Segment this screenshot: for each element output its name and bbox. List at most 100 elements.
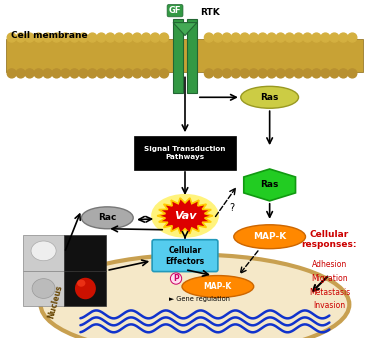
- Circle shape: [330, 33, 339, 42]
- Circle shape: [88, 33, 97, 42]
- Circle shape: [312, 69, 321, 78]
- Text: ?: ?: [229, 203, 234, 213]
- Text: Cellular
responses:: Cellular responses:: [301, 230, 357, 249]
- Circle shape: [348, 69, 357, 78]
- Text: Invasion: Invasion: [313, 301, 345, 311]
- Circle shape: [330, 69, 339, 78]
- Circle shape: [25, 33, 34, 42]
- Circle shape: [294, 69, 303, 78]
- Circle shape: [303, 69, 312, 78]
- Circle shape: [43, 33, 52, 42]
- Circle shape: [79, 33, 88, 42]
- Circle shape: [70, 69, 79, 78]
- Circle shape: [79, 69, 88, 78]
- Circle shape: [258, 33, 267, 42]
- Ellipse shape: [41, 255, 349, 339]
- Circle shape: [213, 69, 223, 78]
- Polygon shape: [244, 169, 296, 201]
- Circle shape: [249, 69, 258, 78]
- Circle shape: [223, 33, 231, 42]
- Circle shape: [52, 33, 61, 42]
- Polygon shape: [173, 23, 197, 36]
- FancyBboxPatch shape: [23, 235, 65, 271]
- Text: Ras: Ras: [261, 180, 279, 190]
- Circle shape: [70, 33, 79, 42]
- Circle shape: [142, 69, 151, 78]
- Ellipse shape: [182, 276, 254, 298]
- Text: Cellular
Effectors: Cellular Effectors: [165, 245, 204, 266]
- Circle shape: [231, 69, 240, 78]
- Ellipse shape: [82, 207, 133, 229]
- Text: Adhesion: Adhesion: [312, 260, 347, 268]
- Text: Cell membrane: Cell membrane: [11, 31, 87, 40]
- Circle shape: [25, 69, 34, 78]
- Circle shape: [321, 69, 330, 78]
- Text: Ras: Ras: [261, 93, 279, 102]
- Circle shape: [61, 33, 70, 42]
- Text: Migration: Migration: [311, 274, 348, 283]
- Circle shape: [160, 69, 169, 78]
- Circle shape: [43, 69, 52, 78]
- Circle shape: [52, 69, 61, 78]
- Circle shape: [240, 33, 249, 42]
- Circle shape: [88, 69, 97, 78]
- Circle shape: [213, 33, 223, 42]
- FancyBboxPatch shape: [6, 39, 363, 73]
- Circle shape: [34, 33, 43, 42]
- Circle shape: [7, 69, 16, 78]
- Ellipse shape: [31, 241, 56, 261]
- FancyBboxPatch shape: [23, 271, 65, 306]
- Ellipse shape: [241, 86, 299, 108]
- Circle shape: [115, 69, 124, 78]
- FancyBboxPatch shape: [173, 19, 183, 93]
- Circle shape: [312, 33, 321, 42]
- Circle shape: [231, 33, 240, 42]
- Text: P: P: [173, 274, 179, 283]
- Circle shape: [106, 33, 115, 42]
- Circle shape: [249, 33, 258, 42]
- FancyBboxPatch shape: [65, 235, 106, 271]
- Circle shape: [285, 33, 294, 42]
- FancyBboxPatch shape: [65, 271, 106, 306]
- Circle shape: [34, 69, 43, 78]
- Circle shape: [276, 69, 285, 78]
- Text: RTK: RTK: [200, 8, 220, 17]
- Circle shape: [61, 69, 70, 78]
- Text: Signal Transduction
Pathways: Signal Transduction Pathways: [144, 146, 226, 160]
- Circle shape: [97, 33, 106, 42]
- Text: Nucleus: Nucleus: [47, 284, 64, 319]
- Circle shape: [276, 33, 285, 42]
- Circle shape: [223, 69, 231, 78]
- Circle shape: [16, 69, 25, 78]
- Circle shape: [321, 33, 330, 42]
- FancyBboxPatch shape: [152, 240, 218, 272]
- Circle shape: [124, 69, 133, 78]
- Circle shape: [97, 69, 106, 78]
- Ellipse shape: [234, 225, 306, 249]
- Circle shape: [133, 33, 142, 42]
- Circle shape: [106, 69, 115, 78]
- Circle shape: [294, 33, 303, 42]
- Circle shape: [204, 33, 213, 42]
- Circle shape: [133, 69, 142, 78]
- Polygon shape: [157, 198, 213, 234]
- FancyBboxPatch shape: [134, 136, 236, 170]
- Circle shape: [204, 69, 213, 78]
- Circle shape: [339, 33, 348, 42]
- Text: Rac: Rac: [98, 213, 117, 222]
- Circle shape: [267, 33, 276, 42]
- Circle shape: [303, 33, 312, 42]
- Circle shape: [267, 69, 276, 78]
- Circle shape: [240, 69, 249, 78]
- Ellipse shape: [32, 279, 55, 298]
- Text: Vav: Vav: [174, 211, 196, 221]
- Circle shape: [339, 69, 348, 78]
- Circle shape: [160, 33, 169, 42]
- Circle shape: [124, 33, 133, 42]
- Circle shape: [151, 33, 160, 42]
- Text: MAP-K: MAP-K: [204, 282, 232, 291]
- Text: Metastasis: Metastasis: [309, 287, 350, 297]
- Circle shape: [151, 69, 160, 78]
- Text: MAP-K: MAP-K: [253, 232, 286, 241]
- Circle shape: [258, 69, 267, 78]
